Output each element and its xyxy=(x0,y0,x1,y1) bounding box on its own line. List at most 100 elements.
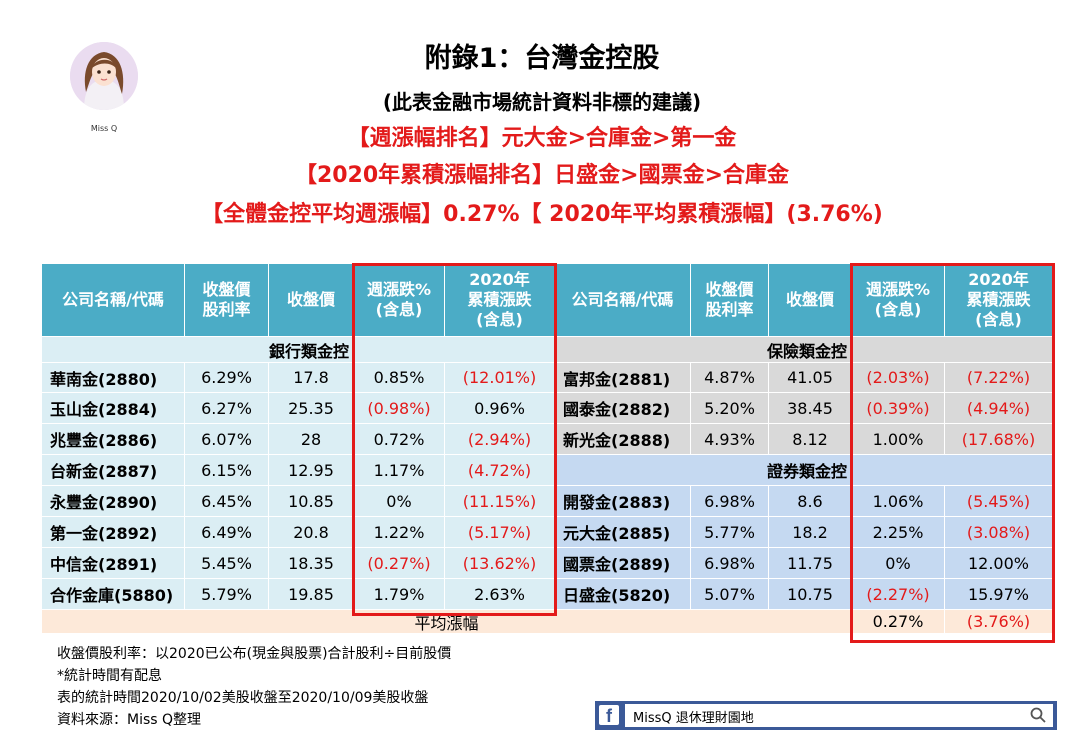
bank-row-7-price: 19.85 xyxy=(269,579,354,610)
bank-row-0-price: 17.8 xyxy=(269,363,354,393)
insurance-row-1-price: 38.45 xyxy=(769,393,852,424)
bank-row-0-yield: 6.29% xyxy=(185,363,269,393)
note-source: 資料來源：Miss Q整理 xyxy=(57,712,202,728)
insurance-row-1-weekly: (0.39%) xyxy=(852,393,945,424)
securities-row-2-ytd: 12.00% xyxy=(945,548,1053,579)
right-header-price: 收盤價 xyxy=(769,264,852,337)
left-header-ytd: 2020年 累積漲跌 (含息) xyxy=(445,264,555,337)
securities-row-3-weekly: (2.27%) xyxy=(852,579,945,610)
note-yield-definition: 收盤價股利率：以2020已公布(現金與股票)合計股利÷目前股價 xyxy=(57,646,452,662)
bank-row-2-price: 28 xyxy=(269,424,354,455)
insurance-row-0-weekly: (2.03%) xyxy=(852,363,945,393)
right-header-ytd: 2020年 累積漲跌 (含息) xyxy=(945,264,1053,337)
bank-row-2-yield: 6.07% xyxy=(185,424,269,455)
insurance-row-1-name: 國泰金(2882) xyxy=(555,393,691,424)
bank-row-1-yield: 6.27% xyxy=(185,393,269,424)
average-label: 平均漲幅 xyxy=(42,610,852,634)
bank-row-2-ytd: (2.94%) xyxy=(445,424,555,455)
ytd-ranking: 【2020年累積漲幅排名】日盛金>國票金>合庫金 xyxy=(294,163,790,188)
securities-row-3-yield: 5.07% xyxy=(691,579,769,610)
avatar xyxy=(70,42,138,110)
bank-row-3-yield: 6.15% xyxy=(185,455,269,486)
note-period: 表的統計時間2020/10/02美股收盤至2020/10/09美股收盤 xyxy=(57,690,429,706)
securities-row-2-yield: 6.98% xyxy=(691,548,769,579)
bank-row-6-ytd: (13.62%) xyxy=(445,548,555,579)
insurance-row-2-name: 新光金(2888) xyxy=(555,424,691,455)
average-weekly: 0.27% xyxy=(852,610,945,634)
bank-row-6-price: 18.35 xyxy=(269,548,354,579)
search-icon[interactable] xyxy=(1029,706,1047,724)
section-insurance: 保險類金控 xyxy=(555,337,852,363)
note-dividend: *統計時間有配息 xyxy=(57,668,162,684)
notes: 收盤價股利率：以2020已公布(現金與股票)合計股利÷目前股價 *統計時間有配息… xyxy=(57,643,451,731)
bank-row-5-ytd: (5.17%) xyxy=(445,517,555,548)
bank-row-4-name: 永豐金(2890) xyxy=(42,486,185,517)
bank-row-3-name: 台新金(2887) xyxy=(42,455,185,486)
average-summary: 【全體金控平均週漲幅】0.27%【 2020年平均累積漲幅】(3.76%) xyxy=(201,202,883,227)
securities-row-2-name: 國票金(2889) xyxy=(555,548,691,579)
left-header-yield: 收盤價 股利率 xyxy=(185,264,269,337)
bank-row-7-weekly: 1.79% xyxy=(354,579,445,610)
bank-row-5-price: 20.8 xyxy=(269,517,354,548)
average-ytd: (3.76%) xyxy=(945,610,1053,634)
securities-row-1-weekly: 2.25% xyxy=(852,517,945,548)
section-bank: 銀行類金控 xyxy=(42,337,354,363)
securities-row-0-yield: 6.98% xyxy=(691,486,769,517)
facebook-icon: f xyxy=(599,705,619,726)
bank-row-1-price: 25.35 xyxy=(269,393,354,424)
right-header-name: 公司名稱/代碼 xyxy=(555,264,691,337)
page-subtitle: (此表金融市場統計資料非標的建議) xyxy=(382,90,702,114)
bank-row-0-weekly: 0.85% xyxy=(354,363,445,393)
bank-row-2-name: 兆豐金(2886) xyxy=(42,424,185,455)
left-header-name: 公司名稱/代碼 xyxy=(42,264,185,337)
bank-row-0-name: 華南金(2880) xyxy=(42,363,185,393)
insurance-row-0-price: 41.05 xyxy=(769,363,852,393)
bank-row-6-name: 中信金(2891) xyxy=(42,548,185,579)
bank-row-2-weekly: 0.72% xyxy=(354,424,445,455)
right-header-yield: 收盤價 股利率 xyxy=(691,264,769,337)
bank-row-3-price: 12.95 xyxy=(269,455,354,486)
section-securities: 證券類金控 xyxy=(555,455,852,486)
insurance-row-2-price: 8.12 xyxy=(769,424,852,455)
insurance-row-1-ytd: (4.94%) xyxy=(945,393,1053,424)
insurance-row-0-yield: 4.87% xyxy=(691,363,769,393)
securities-row-0-name: 開發金(2883) xyxy=(555,486,691,517)
bank-row-7-yield: 5.79% xyxy=(185,579,269,610)
insurance-row-2-ytd: (17.68%) xyxy=(945,424,1053,455)
page-title: 附錄1：台灣金控股 xyxy=(424,43,660,74)
insurance-row-2-yield: 4.93% xyxy=(691,424,769,455)
insurance-row-1-yield: 5.20% xyxy=(691,393,769,424)
securities-row-3-name: 日盛金(5820) xyxy=(555,579,691,610)
left-header-price: 收盤價 xyxy=(269,264,354,337)
bank-row-1-weekly: (0.98%) xyxy=(354,393,445,424)
bank-row-7-name: 合作金庫(5880) xyxy=(42,579,185,610)
bank-row-5-weekly: 1.22% xyxy=(354,517,445,548)
right-header-weekly: 週漲跌% (含息) xyxy=(852,264,945,337)
avatar-label: Miss Q xyxy=(90,124,118,133)
bank-row-6-weekly: (0.27%) xyxy=(354,548,445,579)
securities-row-3-price: 10.75 xyxy=(769,579,852,610)
insurance-row-0-name: 富邦金(2881) xyxy=(555,363,691,393)
avatar-illustration xyxy=(70,42,138,110)
securities-row-1-ytd: (3.08%) xyxy=(945,517,1053,548)
securities-row-3-ytd: 15.97% xyxy=(945,579,1053,610)
bank-row-0-ytd: (12.01%) xyxy=(445,363,555,393)
weekly-ranking: 【週漲幅排名】元大金>合庫金>第一金 xyxy=(347,126,737,151)
securities-row-0-weekly: 1.06% xyxy=(852,486,945,517)
section-securities-filler xyxy=(852,455,1053,486)
bank-row-4-ytd: (11.15%) xyxy=(445,486,555,517)
bank-row-5-name: 第一金(2892) xyxy=(42,517,185,548)
facebook-page-bar[interactable]: f MissQ 退休理財園地 xyxy=(595,701,1057,730)
insurance-row-2-weekly: 1.00% xyxy=(852,424,945,455)
securities-row-1-price: 18.2 xyxy=(769,517,852,548)
securities-row-0-price: 8.6 xyxy=(769,486,852,517)
bank-row-4-yield: 6.45% xyxy=(185,486,269,517)
bank-row-4-weekly: 0% xyxy=(354,486,445,517)
bank-row-3-ytd: (4.72%) xyxy=(445,455,555,486)
facebook-search-field[interactable]: MissQ 退休理財園地 xyxy=(625,704,1053,727)
facebook-page-name: MissQ 退休理財園地 xyxy=(633,711,754,726)
securities-row-2-weekly: 0% xyxy=(852,548,945,579)
bank-row-6-yield: 5.45% xyxy=(185,548,269,579)
securities-row-2-price: 11.75 xyxy=(769,548,852,579)
bank-row-1-name: 玉山金(2884) xyxy=(42,393,185,424)
